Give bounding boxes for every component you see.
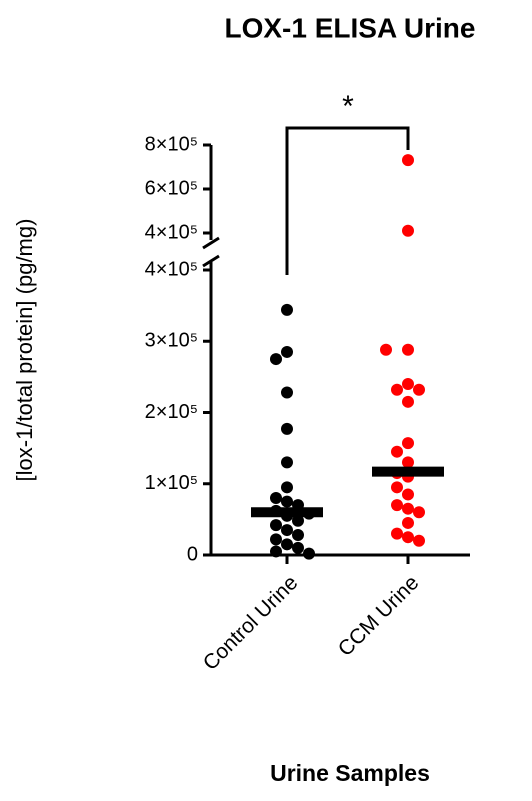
data-point <box>402 224 414 237</box>
data-point <box>292 514 304 527</box>
data-point <box>270 545 282 558</box>
data-point <box>391 481 403 494</box>
data-point <box>413 506 425 519</box>
y-tick-label: 1×10⁵ <box>145 472 198 494</box>
x-tick-label: CCM Urine <box>334 571 424 661</box>
data-point <box>402 395 414 408</box>
data-point <box>281 345 293 358</box>
y-tick-label: 4×10⁵ <box>145 221 198 243</box>
data-point <box>391 499 403 512</box>
y-tick-label: 4×10⁵ <box>145 258 198 280</box>
axis-break <box>202 236 220 268</box>
data-point <box>281 456 293 469</box>
y-tick-label: 8×10⁵ <box>145 133 198 155</box>
data-point <box>413 383 425 396</box>
data-point <box>270 492 282 504</box>
data-point <box>270 353 282 366</box>
data-point <box>402 502 414 515</box>
data-point <box>402 516 414 529</box>
data-point <box>303 547 315 560</box>
x-tick-label: Control Urine <box>199 571 303 675</box>
data-point <box>270 519 282 532</box>
data-point <box>402 437 414 450</box>
data-point <box>413 534 425 547</box>
data-point <box>281 524 293 537</box>
x-axis-label: Urine Samples <box>270 760 430 786</box>
median-bar <box>372 466 444 477</box>
data-point <box>281 495 293 508</box>
significance-bracket <box>285 126 410 275</box>
data-point <box>281 303 293 316</box>
data-point <box>270 533 282 546</box>
y-tick-label: 0 <box>187 543 198 565</box>
median-bar <box>251 507 323 518</box>
y-tick-label: 6×10⁵ <box>145 177 198 199</box>
data-point <box>281 422 293 435</box>
data-point <box>402 378 414 390</box>
chart-title: LOX-1 ELISA Urine <box>224 12 475 43</box>
y-axis-label: [lox-1/total protein] (pg/mg) <box>12 219 37 482</box>
annotation: * <box>342 90 354 123</box>
data-point <box>391 445 403 458</box>
data-point <box>281 386 293 399</box>
data-point <box>292 541 304 554</box>
y-tick-label: 2×10⁵ <box>145 401 198 423</box>
data-point <box>402 488 414 501</box>
data-point <box>402 154 414 167</box>
data-point <box>281 481 293 494</box>
data-point <box>402 531 414 544</box>
data-point <box>292 529 304 542</box>
data-point <box>391 383 403 396</box>
data-point <box>402 456 414 469</box>
data-point <box>380 343 392 356</box>
y-tick-label: 3×10⁵ <box>145 330 198 352</box>
data-point <box>391 527 403 540</box>
data-point <box>402 343 414 356</box>
data-point <box>281 538 293 551</box>
